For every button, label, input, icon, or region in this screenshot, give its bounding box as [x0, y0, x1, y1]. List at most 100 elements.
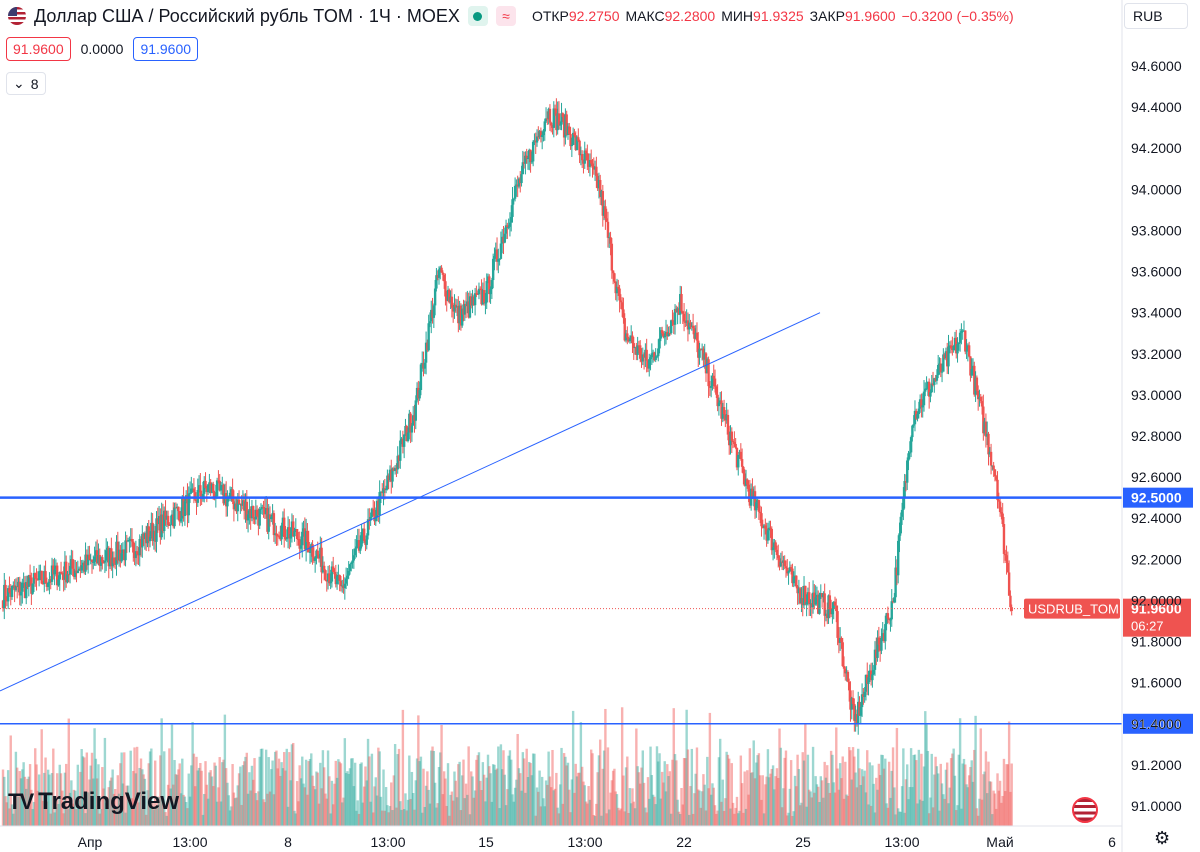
- market-open-icon[interactable]: [467, 6, 488, 26]
- candle-body: [896, 540, 900, 576]
- volume-bar: [720, 801, 723, 826]
- buy-price[interactable]: 91.9600: [133, 37, 199, 61]
- candle-body: [133, 552, 136, 559]
- volume-bar: [733, 813, 736, 826]
- volume-bar: [832, 782, 835, 826]
- candle-body: [869, 670, 873, 681]
- candle-body: [715, 386, 718, 395]
- volume-bar: [538, 770, 541, 826]
- settings-gear-icon[interactable]: ⚙: [1154, 828, 1171, 848]
- volume-bar: [41, 800, 45, 826]
- volume-bar: [512, 801, 516, 826]
- price-tick-label: 91.2000: [1131, 757, 1182, 773]
- volume-bar: [497, 746, 500, 826]
- volume-bar: [706, 756, 709, 826]
- price-tick-label: 93.0000: [1131, 387, 1182, 403]
- collapse-indicators-button[interactable]: ⌄ 8: [6, 72, 46, 95]
- currency-flag-icon[interactable]: [1072, 797, 1098, 823]
- candle-body: [382, 488, 385, 494]
- candle-body: [208, 482, 211, 485]
- volume-bar: [906, 764, 909, 826]
- volume-bar: [81, 756, 85, 826]
- candle-body: [815, 594, 819, 598]
- candle-body: [989, 451, 993, 466]
- candle-body: [343, 583, 347, 589]
- candle-body: [174, 507, 178, 509]
- volume-bar: [557, 813, 561, 826]
- candle-body: [288, 527, 291, 539]
- candle-body: [717, 402, 721, 407]
- sell-price[interactable]: 91.9600: [6, 37, 71, 61]
- volume-bar: [223, 714, 227, 826]
- volume-bar: [486, 754, 490, 826]
- volume-bar: [352, 786, 356, 826]
- volume-bar: [846, 795, 850, 826]
- volume-bar: [562, 753, 566, 826]
- volume-bar: [146, 790, 149, 826]
- candle-body: [583, 150, 586, 164]
- candle-body: [13, 585, 16, 591]
- candle-body: [406, 432, 410, 442]
- volume-bar: [359, 763, 362, 826]
- candle-body: [575, 137, 579, 150]
- candle-body: [255, 509, 259, 517]
- volume-bar: [577, 772, 580, 826]
- candle-body: [32, 573, 36, 584]
- volume-bar: [845, 794, 848, 826]
- volume-bar: [804, 723, 807, 826]
- volume-bar: [442, 771, 446, 826]
- volume-bar: [503, 774, 506, 826]
- volume-bar: [525, 748, 528, 826]
- volume-bar: [132, 771, 135, 826]
- candle-body: [401, 438, 405, 447]
- candle-body: [448, 289, 451, 303]
- tradingview-logo[interactable]: TV TradingView: [8, 788, 179, 816]
- volume-bar: [775, 768, 779, 826]
- volume-bar: [244, 756, 247, 826]
- candle-body: [593, 166, 597, 170]
- volume-bar: [933, 774, 936, 826]
- volume-bar: [21, 769, 24, 826]
- volume-bar: [604, 708, 607, 826]
- volume-bar: [90, 752, 94, 826]
- currency-selector[interactable]: RUB: [1124, 3, 1188, 29]
- candle-body: [765, 528, 768, 541]
- candle-body: [721, 407, 724, 419]
- candle-body: [101, 557, 104, 563]
- volume-bar: [891, 747, 895, 826]
- volume-bar: [280, 762, 283, 826]
- data-delayed-icon[interactable]: ≈: [495, 6, 516, 26]
- candle-body: [895, 567, 899, 576]
- candle-body: [724, 414, 727, 421]
- volume-bar: [23, 776, 27, 826]
- candle-body: [565, 114, 568, 135]
- volume-bar: [731, 802, 735, 826]
- candle-body: [241, 500, 245, 506]
- candle-body: [577, 137, 580, 141]
- volume-bar: [271, 760, 274, 826]
- volume-bar: [579, 722, 583, 826]
- volume-bar: [863, 770, 866, 826]
- candle-body: [128, 539, 131, 541]
- volume-bar: [417, 715, 420, 826]
- candle-body: [186, 495, 189, 516]
- volume-bar: [144, 814, 148, 826]
- candle-body: [55, 565, 59, 586]
- symbol-title[interactable]: Доллар США / Российский рубль TOM · 1Ч ·…: [34, 5, 460, 26]
- candle-body: [537, 136, 540, 138]
- volume-bar: [887, 761, 891, 826]
- volume-bar: [147, 763, 150, 826]
- candle-body: [346, 575, 349, 579]
- candle-body: [107, 547, 110, 567]
- volume-bar: [321, 750, 325, 826]
- volume-bar: [694, 773, 697, 826]
- volume-bar: [895, 727, 899, 826]
- volume-bar: [106, 798, 109, 826]
- volume-bar: [988, 781, 991, 826]
- volume-bar: [85, 752, 89, 826]
- candle-body: [917, 408, 921, 415]
- candle-body: [708, 386, 712, 388]
- candle-body: [769, 527, 772, 529]
- volume-bar: [49, 813, 52, 826]
